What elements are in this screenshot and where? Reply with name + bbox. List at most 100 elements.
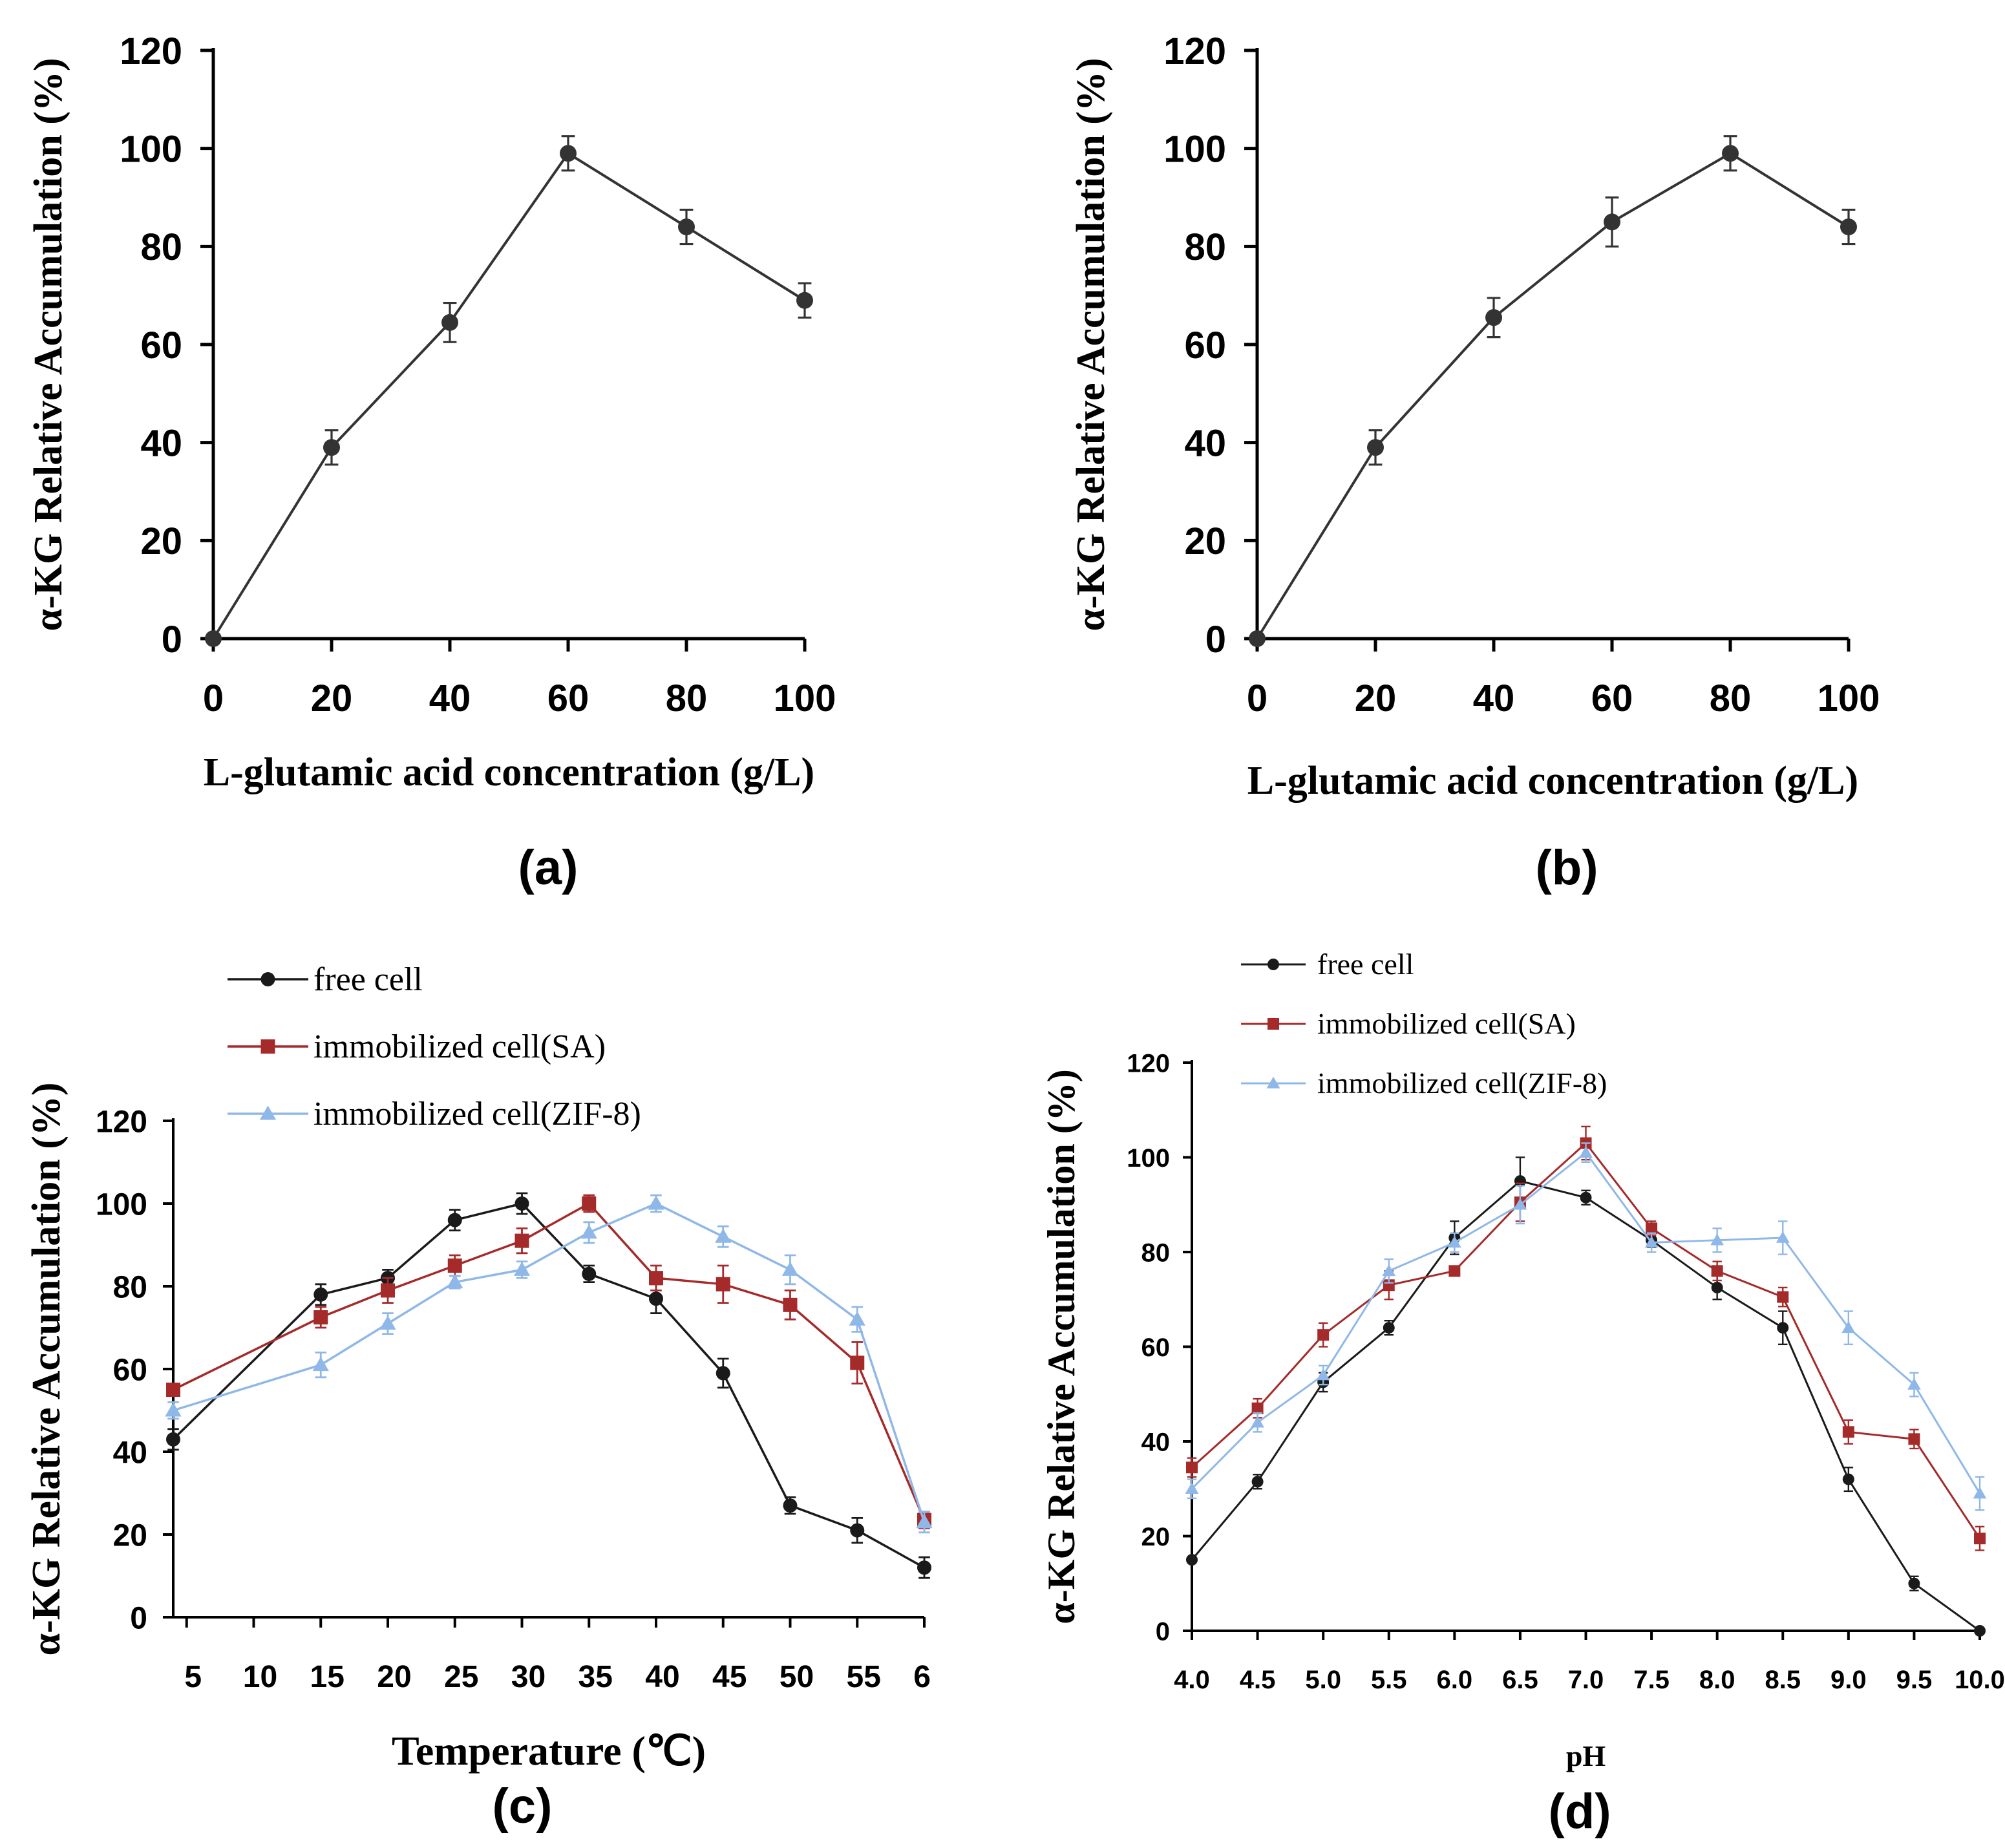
y-tick-label: 120 bbox=[1127, 1049, 1170, 1078]
x-tick-label: 15 bbox=[310, 1660, 345, 1694]
chart-panel-c: 0 20 40 60 80 100 120 5 10 15 20 25 30 35 40 45 50 55 60 Te… bbox=[25, 961, 948, 1834]
x-tick-label: 8.0 bbox=[1699, 1666, 1735, 1694]
data-point bbox=[312, 1356, 329, 1372]
data-point bbox=[1186, 1461, 1198, 1474]
x-tick-label: 40 bbox=[645, 1660, 679, 1694]
series-line bbox=[212, 151, 806, 640]
legend-label: immobilized cell(SA) bbox=[313, 1028, 606, 1065]
x-tick-label: 6.0 bbox=[1437, 1666, 1473, 1694]
y-tick-label: 40 bbox=[113, 1436, 147, 1470]
data-point bbox=[1908, 1433, 1920, 1445]
data-point bbox=[560, 145, 577, 162]
y-axis-title: α-KG Relative Accumulation (%) bbox=[25, 1083, 69, 1656]
y-tick-label: 20 bbox=[113, 1518, 147, 1553]
data-point bbox=[381, 1283, 395, 1298]
data-point bbox=[1776, 1231, 1790, 1243]
y-tick-label: 0 bbox=[130, 1601, 147, 1635]
y-tick-label: 20 bbox=[1141, 1523, 1171, 1551]
y-tick-label: 20 bbox=[1184, 520, 1226, 562]
panel-label: (c) bbox=[493, 1779, 553, 1834]
legend-label: free cell bbox=[313, 961, 423, 998]
x-tick-label: 5.0 bbox=[1305, 1666, 1341, 1694]
series-free-cell bbox=[1186, 1156, 1986, 1637]
x-tick-label: 55 bbox=[847, 1660, 881, 1694]
data-point bbox=[447, 1273, 463, 1289]
y-axis-title: α-KG Relative Accumulation (%) bbox=[27, 58, 70, 632]
data-point bbox=[1974, 1625, 1986, 1637]
data-point bbox=[1710, 1233, 1724, 1246]
data-point bbox=[1317, 1329, 1330, 1341]
x-tick-label: 4.0 bbox=[1174, 1666, 1210, 1694]
y-tick-label: 120 bbox=[120, 30, 182, 72]
chart-panel-d: 0 20 40 60 80 100 120 4.0 4.5 5.0 5.5 6.0 6.5 7.0 7.5 8… bbox=[1040, 948, 2005, 1839]
data-point bbox=[205, 630, 222, 647]
data-point bbox=[1646, 1222, 1658, 1235]
legend-swatch-marker bbox=[1268, 959, 1279, 970]
legend: free cell immobilized cell(SA) immobilized… bbox=[228, 961, 641, 1132]
legend-swatch-marker bbox=[259, 1105, 277, 1120]
x-tick-label: 5 bbox=[184, 1660, 202, 1694]
series-line bbox=[1191, 1180, 1980, 1632]
x-tick-label: 50 bbox=[780, 1660, 814, 1694]
data-point bbox=[783, 1297, 798, 1312]
x-tick-label: 60 bbox=[913, 1660, 948, 1694]
data-point bbox=[1604, 213, 1620, 231]
y-tick-label: 60 bbox=[113, 1353, 147, 1387]
panel-label: (b) bbox=[1535, 840, 1598, 895]
data-point bbox=[1841, 1321, 1856, 1333]
legend-label: free cell bbox=[1317, 948, 1414, 981]
data-point bbox=[323, 439, 340, 456]
y-tick-label: 80 bbox=[113, 1270, 147, 1304]
data-point bbox=[379, 1315, 396, 1330]
data-point bbox=[1186, 1554, 1198, 1566]
data-point bbox=[1485, 309, 1502, 326]
y-tick-label: 0 bbox=[1205, 619, 1226, 661]
data-point bbox=[1842, 1473, 1854, 1485]
x-tick-label: 20 bbox=[1355, 677, 1397, 719]
data-point bbox=[716, 1277, 730, 1291]
x-tick-label: 40 bbox=[429, 677, 471, 719]
x-tick-label: 6.5 bbox=[1502, 1666, 1538, 1694]
x-tick-label: 100 bbox=[774, 677, 836, 719]
data-point bbox=[1973, 1487, 1987, 1499]
data-point bbox=[165, 1402, 182, 1417]
y-tick-label: 100 bbox=[1127, 1144, 1170, 1173]
x-tick-label: 20 bbox=[377, 1660, 411, 1694]
data-point bbox=[166, 1432, 180, 1447]
legend-swatch-marker bbox=[1268, 1018, 1279, 1030]
data-point bbox=[441, 313, 458, 331]
y-tick-label: 40 bbox=[1184, 423, 1226, 465]
legend-swatch-marker bbox=[1266, 1076, 1280, 1089]
data-point bbox=[1383, 1322, 1395, 1334]
data-point bbox=[678, 218, 695, 235]
y-axis-title: α-KG Relative Accumulation (%) bbox=[1069, 58, 1113, 632]
data-point bbox=[850, 1523, 865, 1538]
x-axis-title: L-glutamic acid concentration (g/L) bbox=[204, 750, 814, 794]
y-tick-label: 60 bbox=[1184, 324, 1226, 366]
data-point bbox=[1448, 1265, 1461, 1277]
data-point bbox=[515, 1196, 529, 1211]
series-line bbox=[173, 1202, 926, 1521]
y-tick-label: 40 bbox=[1141, 1428, 1171, 1456]
y-tick-label: 60 bbox=[140, 324, 182, 366]
data-point bbox=[916, 1514, 933, 1529]
y-tick-label: 100 bbox=[1163, 129, 1226, 171]
data-point bbox=[649, 1291, 663, 1306]
x-tick-label: 30 bbox=[511, 1660, 546, 1694]
series-line bbox=[173, 1202, 926, 1523]
series-line bbox=[172, 1202, 925, 1569]
data-point bbox=[1447, 1236, 1461, 1248]
x-tick-label: 10 bbox=[243, 1660, 277, 1694]
data-point bbox=[849, 1311, 865, 1326]
data-point bbox=[1382, 1264, 1396, 1277]
data-point bbox=[447, 1259, 462, 1273]
data-point bbox=[447, 1213, 462, 1227]
data-point bbox=[580, 1224, 597, 1239]
x-axis-title: pH bbox=[1566, 1739, 1606, 1772]
data-point bbox=[1907, 1377, 1921, 1390]
data-point bbox=[1251, 1476, 1264, 1488]
data-point bbox=[649, 1271, 663, 1286]
data-point bbox=[781, 1261, 799, 1276]
y-tick-label: 120 bbox=[1163, 30, 1226, 72]
